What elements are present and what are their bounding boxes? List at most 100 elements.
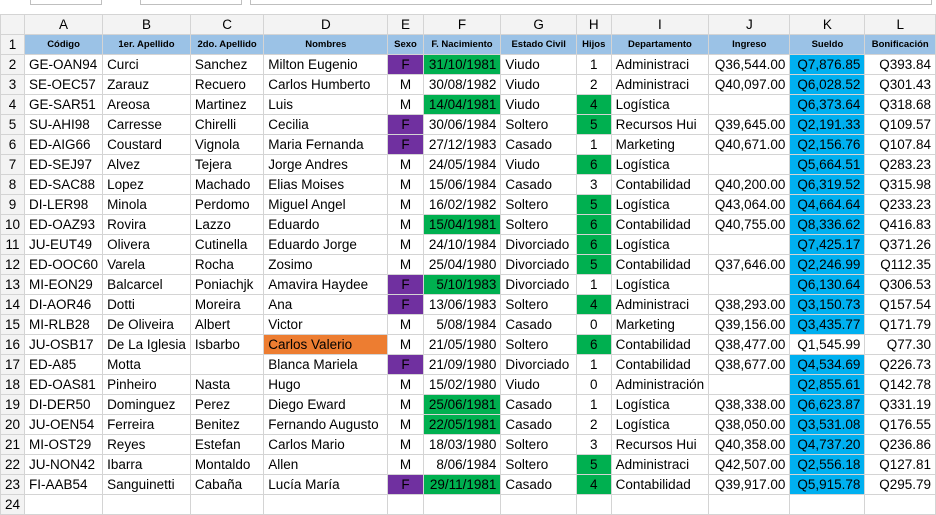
sueldo-cell[interactable]: Q2,855.61 <box>789 374 866 395</box>
sueldo-cell[interactable]: Q5,664.51 <box>789 154 866 175</box>
estado-civil-cell[interactable]: Soltero <box>500 294 577 315</box>
sueldo-cell[interactable]: Q3,435.77 <box>789 314 866 335</box>
hijos-cell[interactable]: 1 <box>575 274 612 295</box>
apellido1-cell[interactable]: Lopez <box>102 174 191 195</box>
apellido1-cell[interactable]: Reyes <box>102 434 191 455</box>
sexo-cell[interactable]: F <box>387 54 424 75</box>
codigo-cell[interactable]: SE-OEC57 <box>24 74 104 95</box>
apellido2-cell[interactable]: Vignola <box>189 134 265 155</box>
apellido2-cell[interactable]: Cutinella <box>189 234 265 255</box>
nombres-cell[interactable]: Milton Eugenio <box>263 54 389 75</box>
apellido2-cell[interactable]: Estefan <box>189 434 265 455</box>
nombres-cell[interactable]: Carlos Humberto <box>263 74 389 95</box>
apellido2-cell[interactable]: Tejera <box>189 154 265 175</box>
column-header[interactable]: G <box>500 14 577 35</box>
row-number[interactable]: 19 <box>0 394 26 415</box>
departamento-cell[interactable]: Contabilidad <box>610 474 710 495</box>
field-header-cell[interactable]: Bonificación <box>864 34 936 55</box>
apellido2-cell[interactable]: Montaldo <box>189 454 265 475</box>
codigo-cell[interactable]: ED-SEJ97 <box>24 154 104 175</box>
estado-civil-cell[interactable]: Viudo <box>500 374 577 395</box>
ingreso-cell[interactable]: Q42,507.00 <box>708 454 791 475</box>
column-header[interactable]: H <box>575 14 612 35</box>
departamento-cell[interactable]: Administración <box>610 374 710 395</box>
estado-civil-cell[interactable]: Casado <box>500 314 577 335</box>
apellido2-cell[interactable]: Poniachjk <box>189 274 265 295</box>
codigo-cell[interactable]: MI-OST29 <box>24 434 104 455</box>
estado-civil-cell[interactable]: Divorciado <box>500 354 577 375</box>
row-number[interactable]: 10 <box>0 214 26 235</box>
hijos-cell[interactable]: 4 <box>575 294 612 315</box>
estado-civil-cell[interactable]: Casado <box>500 174 577 195</box>
nombres-cell[interactable]: Elias Moises <box>263 174 389 195</box>
estado-civil-cell[interactable]: Divorciado <box>500 234 577 255</box>
departamento-cell[interactable]: Logística <box>610 274 710 295</box>
nombres-cell[interactable]: Allen <box>263 454 389 475</box>
sueldo-cell[interactable]: Q2,156.76 <box>789 134 866 155</box>
sexo-cell[interactable]: M <box>387 74 424 95</box>
column-header[interactable]: C <box>189 14 265 35</box>
departamento-cell[interactable]: Logística <box>610 94 710 115</box>
codigo-cell[interactable]: JU-NON42 <box>24 454 104 475</box>
hijos-cell[interactable]: 4 <box>575 474 612 495</box>
bonificacion-cell[interactable]: Q416.83 <box>864 214 936 235</box>
nombres-cell[interactable]: Carlos Valerio <box>263 334 389 355</box>
hijos-cell[interactable]: 6 <box>575 214 612 235</box>
nombres-cell[interactable]: Miguel Angel <box>263 194 389 215</box>
column-header[interactable]: L <box>864 14 936 35</box>
apellido1-cell[interactable]: Balcarcel <box>102 274 191 295</box>
sueldo-cell[interactable]: Q2,556.18 <box>789 454 866 475</box>
estado-civil-cell[interactable]: Casado <box>500 414 577 435</box>
bonificacion-cell[interactable]: Q301.43 <box>864 74 936 95</box>
sueldo-cell[interactable]: Q2,246.99 <box>789 254 866 275</box>
codigo-cell[interactable]: GE-OAN94 <box>24 54 104 75</box>
sueldo-cell[interactable]: Q6,373.64 <box>789 94 866 115</box>
nombres-cell[interactable]: Ana <box>263 294 389 315</box>
apellido1-cell[interactable]: Dominguez <box>102 394 191 415</box>
departamento-cell[interactable]: Marketing <box>610 134 710 155</box>
row-number[interactable]: 13 <box>0 274 26 295</box>
sexo-cell[interactable]: M <box>387 454 424 475</box>
apellido1-cell[interactable]: Pinheiro <box>102 374 191 395</box>
select-all-corner[interactable] <box>0 14 26 35</box>
apellido2-cell[interactable]: Chirelli <box>189 114 265 135</box>
nacimiento-cell[interactable]: 29/11/1981 <box>422 474 502 495</box>
codigo-cell[interactable]: SU-AHI98 <box>24 114 104 135</box>
field-header-cell[interactable]: 1er. Apellido <box>102 34 191 55</box>
apellido1-cell[interactable]: Areosa <box>102 94 191 115</box>
nacimiento-cell[interactable]: 21/05/1980 <box>422 334 502 355</box>
departamento-cell[interactable]: Contabilidad <box>610 174 710 195</box>
column-header[interactable]: F <box>422 14 502 35</box>
sexo-cell[interactable]: M <box>387 194 424 215</box>
ingreso-cell[interactable] <box>708 234 791 255</box>
apellido1-cell[interactable]: Zarauz <box>102 74 191 95</box>
field-header-cell[interactable]: Estado Civil <box>500 34 577 55</box>
apellido1-cell[interactable]: Varela <box>102 254 191 275</box>
nombres-cell[interactable]: Eduardo Jorge <box>263 234 389 255</box>
column-header[interactable]: K <box>789 14 866 35</box>
hijos-cell[interactable]: 1 <box>575 354 612 375</box>
nacimiento-cell[interactable]: 5/10/1983 <box>422 274 502 295</box>
nombres-cell[interactable]: Lucía María <box>263 474 389 495</box>
bonificacion-cell[interactable]: Q233.23 <box>864 194 936 215</box>
row-number[interactable]: 7 <box>0 154 26 175</box>
row-number[interactable]: 20 <box>0 414 26 435</box>
apellido2-cell[interactable]: Lazzo <box>189 214 265 235</box>
nombres-cell[interactable]: Carlos Mario <box>263 434 389 455</box>
field-header-cell[interactable]: Código <box>24 34 104 55</box>
nombres-cell[interactable]: Maria Fernanda <box>263 134 389 155</box>
ingreso-cell[interactable]: Q39,645.00 <box>708 114 791 135</box>
field-header-cell[interactable]: Ingreso <box>708 34 791 55</box>
column-header[interactable]: B <box>102 14 191 35</box>
apellido2-cell[interactable]: Sanchez <box>189 54 265 75</box>
nombres-cell[interactable]: Diego Eward <box>263 394 389 415</box>
apellido2-cell[interactable]: Rocha <box>189 254 265 275</box>
nacimiento-cell[interactable]: 30/06/1984 <box>422 114 502 135</box>
row-number[interactable]: 22 <box>0 454 26 475</box>
sexo-cell[interactable]: M <box>387 314 424 335</box>
sueldo-cell[interactable]: Q6,028.52 <box>789 74 866 95</box>
ingreso-cell[interactable]: Q38,050.00 <box>708 414 791 435</box>
sexo-cell[interactable]: M <box>387 374 424 395</box>
estado-civil-cell[interactable]: Viudo <box>500 154 577 175</box>
ingreso-cell[interactable] <box>708 94 791 115</box>
